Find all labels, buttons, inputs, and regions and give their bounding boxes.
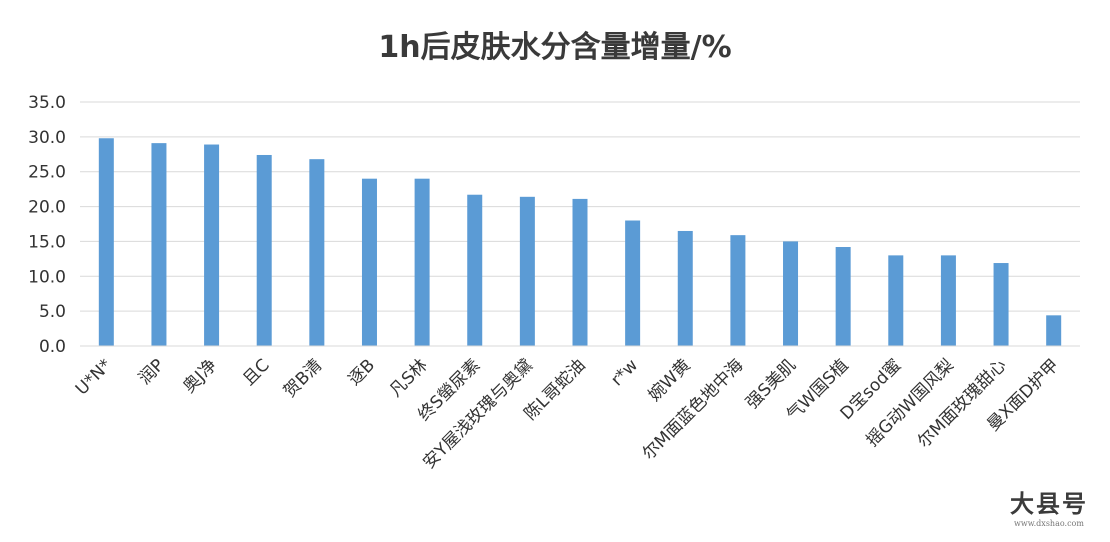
- x-tick-label: 婉W黄: [645, 355, 695, 405]
- bar: [256, 154, 272, 346]
- y-tick-label: 25.0: [28, 163, 66, 183]
- bar: [1046, 315, 1062, 346]
- x-tick-label: 凡S林: [386, 355, 432, 401]
- bar: [677, 230, 693, 346]
- watermark-logo: 大县号 www.dxshao.com: [1010, 484, 1088, 528]
- bar: [204, 144, 220, 346]
- bar: [888, 255, 904, 346]
- bar: [467, 194, 483, 346]
- y-tick-label: 30.0: [28, 128, 66, 148]
- y-tick-label: 0.0: [39, 337, 66, 357]
- x-tick-label: 奥J净: [179, 355, 221, 397]
- x-tick-label: 且C: [239, 355, 274, 390]
- bar: [519, 196, 535, 346]
- bar: [835, 247, 851, 346]
- y-tick-label: 20.0: [28, 198, 66, 218]
- y-tick-label: 5.0: [39, 302, 66, 322]
- x-tick-label: 尔M面蓝色地中海: [639, 355, 748, 464]
- bar: [361, 178, 377, 346]
- watermark-url: www.dxshao.com: [1014, 519, 1084, 528]
- bar: [151, 143, 167, 346]
- bar: [414, 178, 430, 346]
- y-tick-label: 35.0: [28, 93, 66, 113]
- bar: [730, 235, 746, 346]
- bar: [993, 263, 1009, 346]
- chart-title: 1h后皮肤水分含量增量/%: [378, 30, 732, 65]
- bar: [98, 138, 114, 346]
- y-tick-label: 10.0: [28, 267, 66, 287]
- x-tick-label: r*w: [607, 355, 642, 390]
- x-tick-label: 逐B: [345, 355, 379, 389]
- bar: [572, 198, 588, 346]
- bar: [625, 220, 641, 346]
- bar: [783, 241, 799, 346]
- x-tick-label: 润P: [135, 355, 168, 388]
- x-tick-label: 贺B清: [280, 355, 326, 401]
- y-tick-label: 15.0: [28, 232, 66, 252]
- bar: [940, 255, 956, 346]
- bar: [309, 159, 325, 346]
- watermark-text: 大县号: [1010, 489, 1088, 518]
- x-tick-label: U*N*: [72, 355, 116, 399]
